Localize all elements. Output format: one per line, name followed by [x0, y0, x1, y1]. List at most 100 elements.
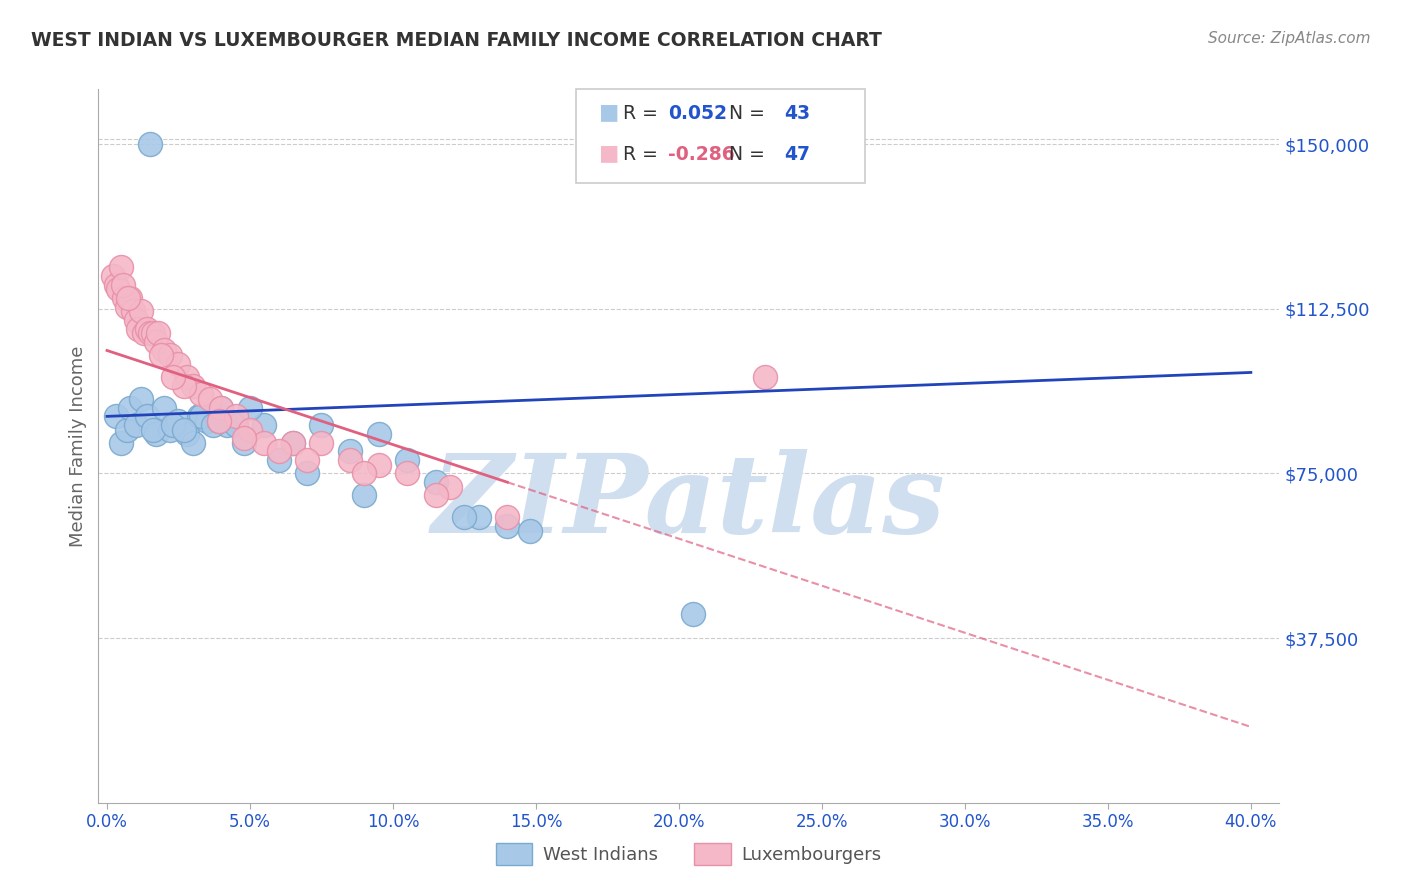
Point	[207, 414, 229, 428]
Point	[453, 510, 475, 524]
Text: 0.052: 0.052	[668, 104, 727, 123]
Point	[519, 524, 541, 538]
Point	[201, 418, 224, 433]
Point	[142, 423, 165, 437]
Point	[267, 453, 290, 467]
Point	[239, 401, 262, 415]
Point	[239, 423, 262, 437]
Point	[468, 510, 491, 524]
Point	[118, 291, 141, 305]
Point	[131, 304, 153, 318]
Text: 43: 43	[785, 104, 811, 123]
Point	[142, 326, 165, 340]
Y-axis label: Median Family Income: Median Family Income	[69, 345, 87, 547]
Point	[101, 268, 124, 283]
Point	[281, 435, 304, 450]
Point	[267, 444, 290, 458]
Point	[233, 431, 256, 445]
Point	[150, 348, 173, 362]
Point	[233, 435, 256, 450]
Text: -0.286: -0.286	[668, 145, 734, 163]
Point	[167, 357, 190, 371]
Point	[111, 277, 134, 292]
Point	[127, 321, 149, 335]
Text: ■: ■	[598, 103, 617, 122]
Point	[253, 418, 276, 433]
Legend: West Indians, Luxembourgers: West Indians, Luxembourgers	[489, 836, 889, 872]
Point	[181, 435, 204, 450]
Point	[176, 369, 198, 384]
Point	[190, 387, 212, 401]
Point	[159, 423, 181, 437]
Point	[148, 326, 170, 340]
Point	[136, 321, 159, 335]
Point	[754, 369, 776, 384]
Text: N =: N =	[717, 145, 770, 163]
Text: WEST INDIAN VS LUXEMBOURGER MEDIAN FAMILY INCOME CORRELATION CHART: WEST INDIAN VS LUXEMBOURGER MEDIAN FAMIL…	[31, 31, 882, 50]
Point	[311, 418, 333, 433]
Point	[124, 418, 146, 433]
Point	[121, 304, 143, 318]
Point	[353, 488, 375, 502]
Point	[173, 423, 195, 437]
Point	[281, 435, 304, 450]
Point	[339, 453, 361, 467]
Point	[134, 326, 156, 340]
Point	[396, 453, 419, 467]
Text: 47: 47	[785, 145, 810, 163]
Point	[124, 312, 146, 326]
Point	[117, 291, 139, 305]
Point	[115, 300, 138, 314]
Point	[104, 409, 127, 424]
Point	[162, 369, 184, 384]
Point	[181, 378, 204, 392]
Point	[295, 467, 318, 481]
Text: R =: R =	[623, 104, 664, 123]
Point	[339, 444, 361, 458]
Point	[110, 260, 132, 274]
Point	[496, 519, 519, 533]
Point	[204, 409, 226, 424]
Point	[159, 348, 181, 362]
Point	[173, 378, 195, 392]
Point	[115, 423, 138, 437]
Point	[131, 392, 153, 406]
Point	[153, 401, 176, 415]
Point	[367, 458, 389, 472]
Text: R =: R =	[623, 145, 664, 163]
Point	[295, 453, 318, 467]
Point	[353, 467, 375, 481]
Point	[682, 607, 704, 621]
Text: N =: N =	[717, 104, 770, 123]
Point	[190, 409, 212, 424]
Point	[136, 409, 159, 424]
Text: ZIPatlas: ZIPatlas	[432, 450, 946, 557]
Point	[112, 291, 135, 305]
Text: ■: ■	[598, 143, 617, 162]
Point	[139, 137, 162, 152]
Point	[145, 426, 167, 441]
Point	[167, 414, 190, 428]
Point	[253, 435, 276, 450]
Point	[425, 475, 447, 490]
Point	[217, 418, 239, 433]
Point	[225, 409, 247, 424]
Point	[139, 326, 162, 340]
Point	[396, 467, 419, 481]
Point	[118, 401, 141, 415]
Point	[225, 418, 247, 433]
Point	[496, 510, 519, 524]
Point	[195, 414, 218, 428]
Point	[153, 343, 176, 358]
Point	[209, 401, 232, 415]
Point	[187, 409, 209, 424]
Point	[439, 480, 461, 494]
Point	[104, 277, 127, 292]
Point	[110, 435, 132, 450]
Point	[425, 488, 447, 502]
Point	[145, 334, 167, 349]
Point	[162, 418, 184, 433]
Point	[107, 282, 129, 296]
Point	[209, 401, 232, 415]
Text: Source: ZipAtlas.com: Source: ZipAtlas.com	[1208, 31, 1371, 46]
